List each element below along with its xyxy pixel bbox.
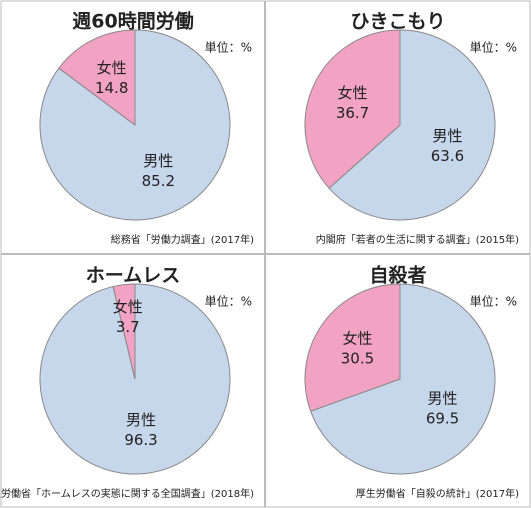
slice-category: 女性 <box>342 330 372 348</box>
slice-value: 96.3 <box>124 431 157 449</box>
unit-label: 単位：% <box>470 40 517 55</box>
slice-value: 69.5 <box>426 409 459 427</box>
pie-slice <box>309 283 496 475</box>
pie-slice <box>58 29 136 126</box>
slice-category: 男性 <box>126 411 156 429</box>
slice-value: 3.7 <box>116 318 140 336</box>
chart-title: 週60時間労働 <box>72 10 193 33</box>
chart-title: ひきこもり <box>350 11 445 33</box>
pie-slice <box>328 29 496 221</box>
chart-title: ホームレス <box>86 265 180 287</box>
slice-category: 女性 <box>338 84 368 102</box>
slice-category: 男性 <box>143 152 173 170</box>
source: 厚生労働省「ホームレスの実態に関する全国調査」(2018年) <box>0 487 254 500</box>
pie-slice <box>112 283 136 380</box>
source: 総務省「労働力調査」(2017年) <box>111 233 254 246</box>
source: 内閣府「若者の生活に関する調査」(2015年) <box>316 233 519 246</box>
slice-value: 14.8 <box>95 79 128 97</box>
slice-value: 63.6 <box>431 147 464 165</box>
unit-label: 単位：% <box>470 294 517 309</box>
slice-category: 女性 <box>113 298 143 316</box>
slice-value: 85.2 <box>142 172 175 190</box>
unit-label: 単位：% <box>205 40 252 55</box>
slice-category: 男性 <box>428 389 458 407</box>
source: 厚生労働省「自殺の統計」(2017年) <box>356 487 519 500</box>
slice-value: 36.7 <box>336 104 369 122</box>
slice-category: 女性 <box>97 59 127 77</box>
pie-slice <box>304 283 401 412</box>
pie-slice <box>304 29 401 189</box>
chart-title: 自殺者 <box>369 264 426 287</box>
slice-category: 男性 <box>432 127 462 145</box>
slice-value: 30.5 <box>341 350 374 368</box>
unit-label: 単位：% <box>205 294 252 309</box>
